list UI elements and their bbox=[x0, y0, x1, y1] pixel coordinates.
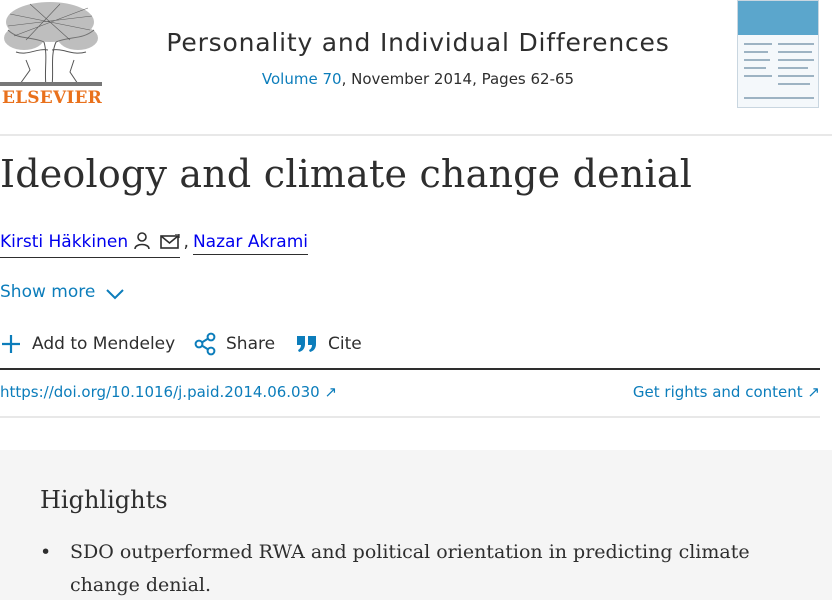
highlights-title: Highlights bbox=[40, 486, 168, 514]
plus-icon bbox=[2, 335, 20, 353]
elsevier-wordmark: ELSEVIER bbox=[2, 88, 102, 108]
highlights-panel: Highlights SDO outperformed RWA and poli… bbox=[0, 450, 832, 600]
article-title: Ideology and climate change denial bbox=[0, 152, 693, 196]
cite-button[interactable]: Cite bbox=[296, 328, 362, 360]
issue-date-pages: , November 2014, Pages 62-65 bbox=[341, 70, 575, 88]
chevron-down-icon bbox=[106, 289, 125, 300]
show-more-label: Show more bbox=[0, 282, 96, 302]
elsevier-tree-icon bbox=[0, 0, 102, 88]
highlights-list: SDO outperformed RWA and political orien… bbox=[40, 536, 760, 602]
journal-header: ELSEVIER Personality and Individual Diff… bbox=[0, 0, 832, 136]
person-icon bbox=[134, 232, 150, 250]
share-label: Share bbox=[226, 334, 276, 354]
rights-link[interactable]: Get rights and content ↗ bbox=[632, 383, 820, 401]
share-icon bbox=[194, 332, 216, 356]
cite-label: Cite bbox=[328, 334, 362, 354]
author-name: Kirsti Häkkinen bbox=[0, 232, 129, 252]
add-to-mendeley-button[interactable]: Add to Mendeley bbox=[0, 328, 175, 360]
envelope-icon bbox=[159, 233, 180, 249]
author-link-2[interactable]: Nazar Akrami bbox=[192, 232, 308, 255]
share-button[interactable]: Share bbox=[194, 328, 275, 360]
show-more-button[interactable]: Show more bbox=[0, 282, 125, 302]
elsevier-logo[interactable]: ELSEVIER bbox=[0, 0, 102, 112]
author-list: Kirsti Häkkinen , Nazar Akrami bbox=[0, 232, 308, 258]
list-item: SDO outperformed RWA and political orien… bbox=[40, 536, 760, 602]
journal-meta: Volume 70, November 2014, Pages 62-65 bbox=[160, 70, 676, 88]
author-link-1[interactable]: Kirsti Häkkinen bbox=[0, 232, 180, 258]
divider bbox=[0, 368, 820, 370]
doi-link[interactable]: https://doi.org/10.1016/j.paid.2014.06.0… bbox=[0, 383, 338, 401]
author-name: Nazar Akrami bbox=[192, 232, 308, 252]
volume-link[interactable]: Volume 70 bbox=[261, 70, 342, 88]
author-separator: , bbox=[183, 232, 189, 252]
quote-icon bbox=[297, 336, 316, 352]
divider bbox=[0, 416, 820, 418]
mendeley-label: Add to Mendeley bbox=[32, 334, 176, 354]
journal-cover-thumbnail[interactable] bbox=[737, 0, 819, 108]
journal-title[interactable]: Personality and Individual Differences bbox=[166, 28, 670, 57]
